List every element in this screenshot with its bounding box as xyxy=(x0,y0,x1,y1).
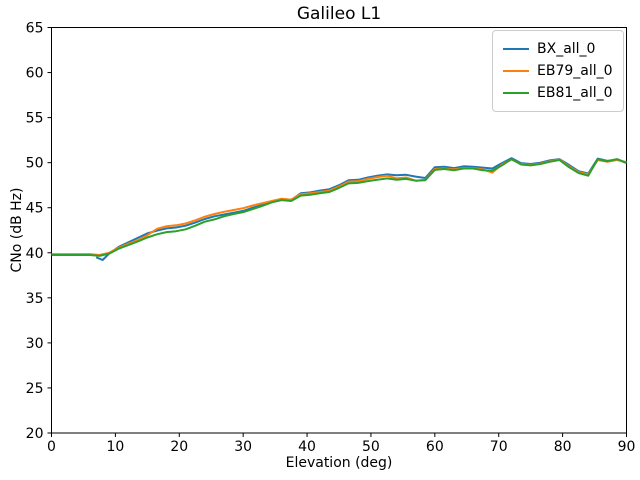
x-tick-label: 60 xyxy=(426,439,444,455)
legend-item: BX_all_0 xyxy=(503,38,613,60)
y-tick-label: 25 xyxy=(26,381,44,397)
series-line-BX_all_0 xyxy=(95,157,627,261)
y-tick-label: 60 xyxy=(26,66,44,82)
legend-label: EB79_all_0 xyxy=(537,63,613,79)
legend-line-swatch xyxy=(503,92,529,94)
x-tick-label: 50 xyxy=(362,439,380,455)
x-axis-label: Elevation (deg) xyxy=(285,455,393,471)
legend-item: EB79_all_0 xyxy=(503,60,613,82)
y-tick-label: 40 xyxy=(26,246,44,262)
legend-line-swatch xyxy=(503,70,529,72)
x-tick-label: 20 xyxy=(170,439,188,455)
y-axis-label: CNo (dB Hz) xyxy=(9,187,25,273)
y-tick-label: 50 xyxy=(26,156,44,172)
x-tick-label: 80 xyxy=(554,439,572,455)
legend: BX_all_0 EB79_all_0 EB81_all_0 xyxy=(492,30,624,112)
x-tick-label: 10 xyxy=(106,439,124,455)
x-tick-label: 70 xyxy=(490,439,508,455)
y-tick-label: 65 xyxy=(26,21,44,37)
legend-item: EB81_all_0 xyxy=(503,82,613,104)
series-line-EB81_all_0 xyxy=(51,158,627,257)
y-tick-label: 55 xyxy=(26,111,44,127)
x-tick-label: 30 xyxy=(234,439,252,455)
legend-label: BX_all_0 xyxy=(537,41,596,57)
chart-title: Galileo L1 xyxy=(296,4,382,24)
legend-line-swatch xyxy=(503,48,529,50)
axes-spines xyxy=(51,27,627,434)
y-tick-label: 30 xyxy=(26,336,44,352)
x-tick-label: 40 xyxy=(298,439,316,455)
y-tick-label: 45 xyxy=(26,201,44,217)
y-tick-label: 20 xyxy=(26,426,44,442)
x-tick-label: 90 xyxy=(618,439,636,455)
y-tick-label: 35 xyxy=(26,291,44,307)
x-tick-label: 0 xyxy=(47,439,56,455)
legend-label: EB81_all_0 xyxy=(537,85,613,101)
